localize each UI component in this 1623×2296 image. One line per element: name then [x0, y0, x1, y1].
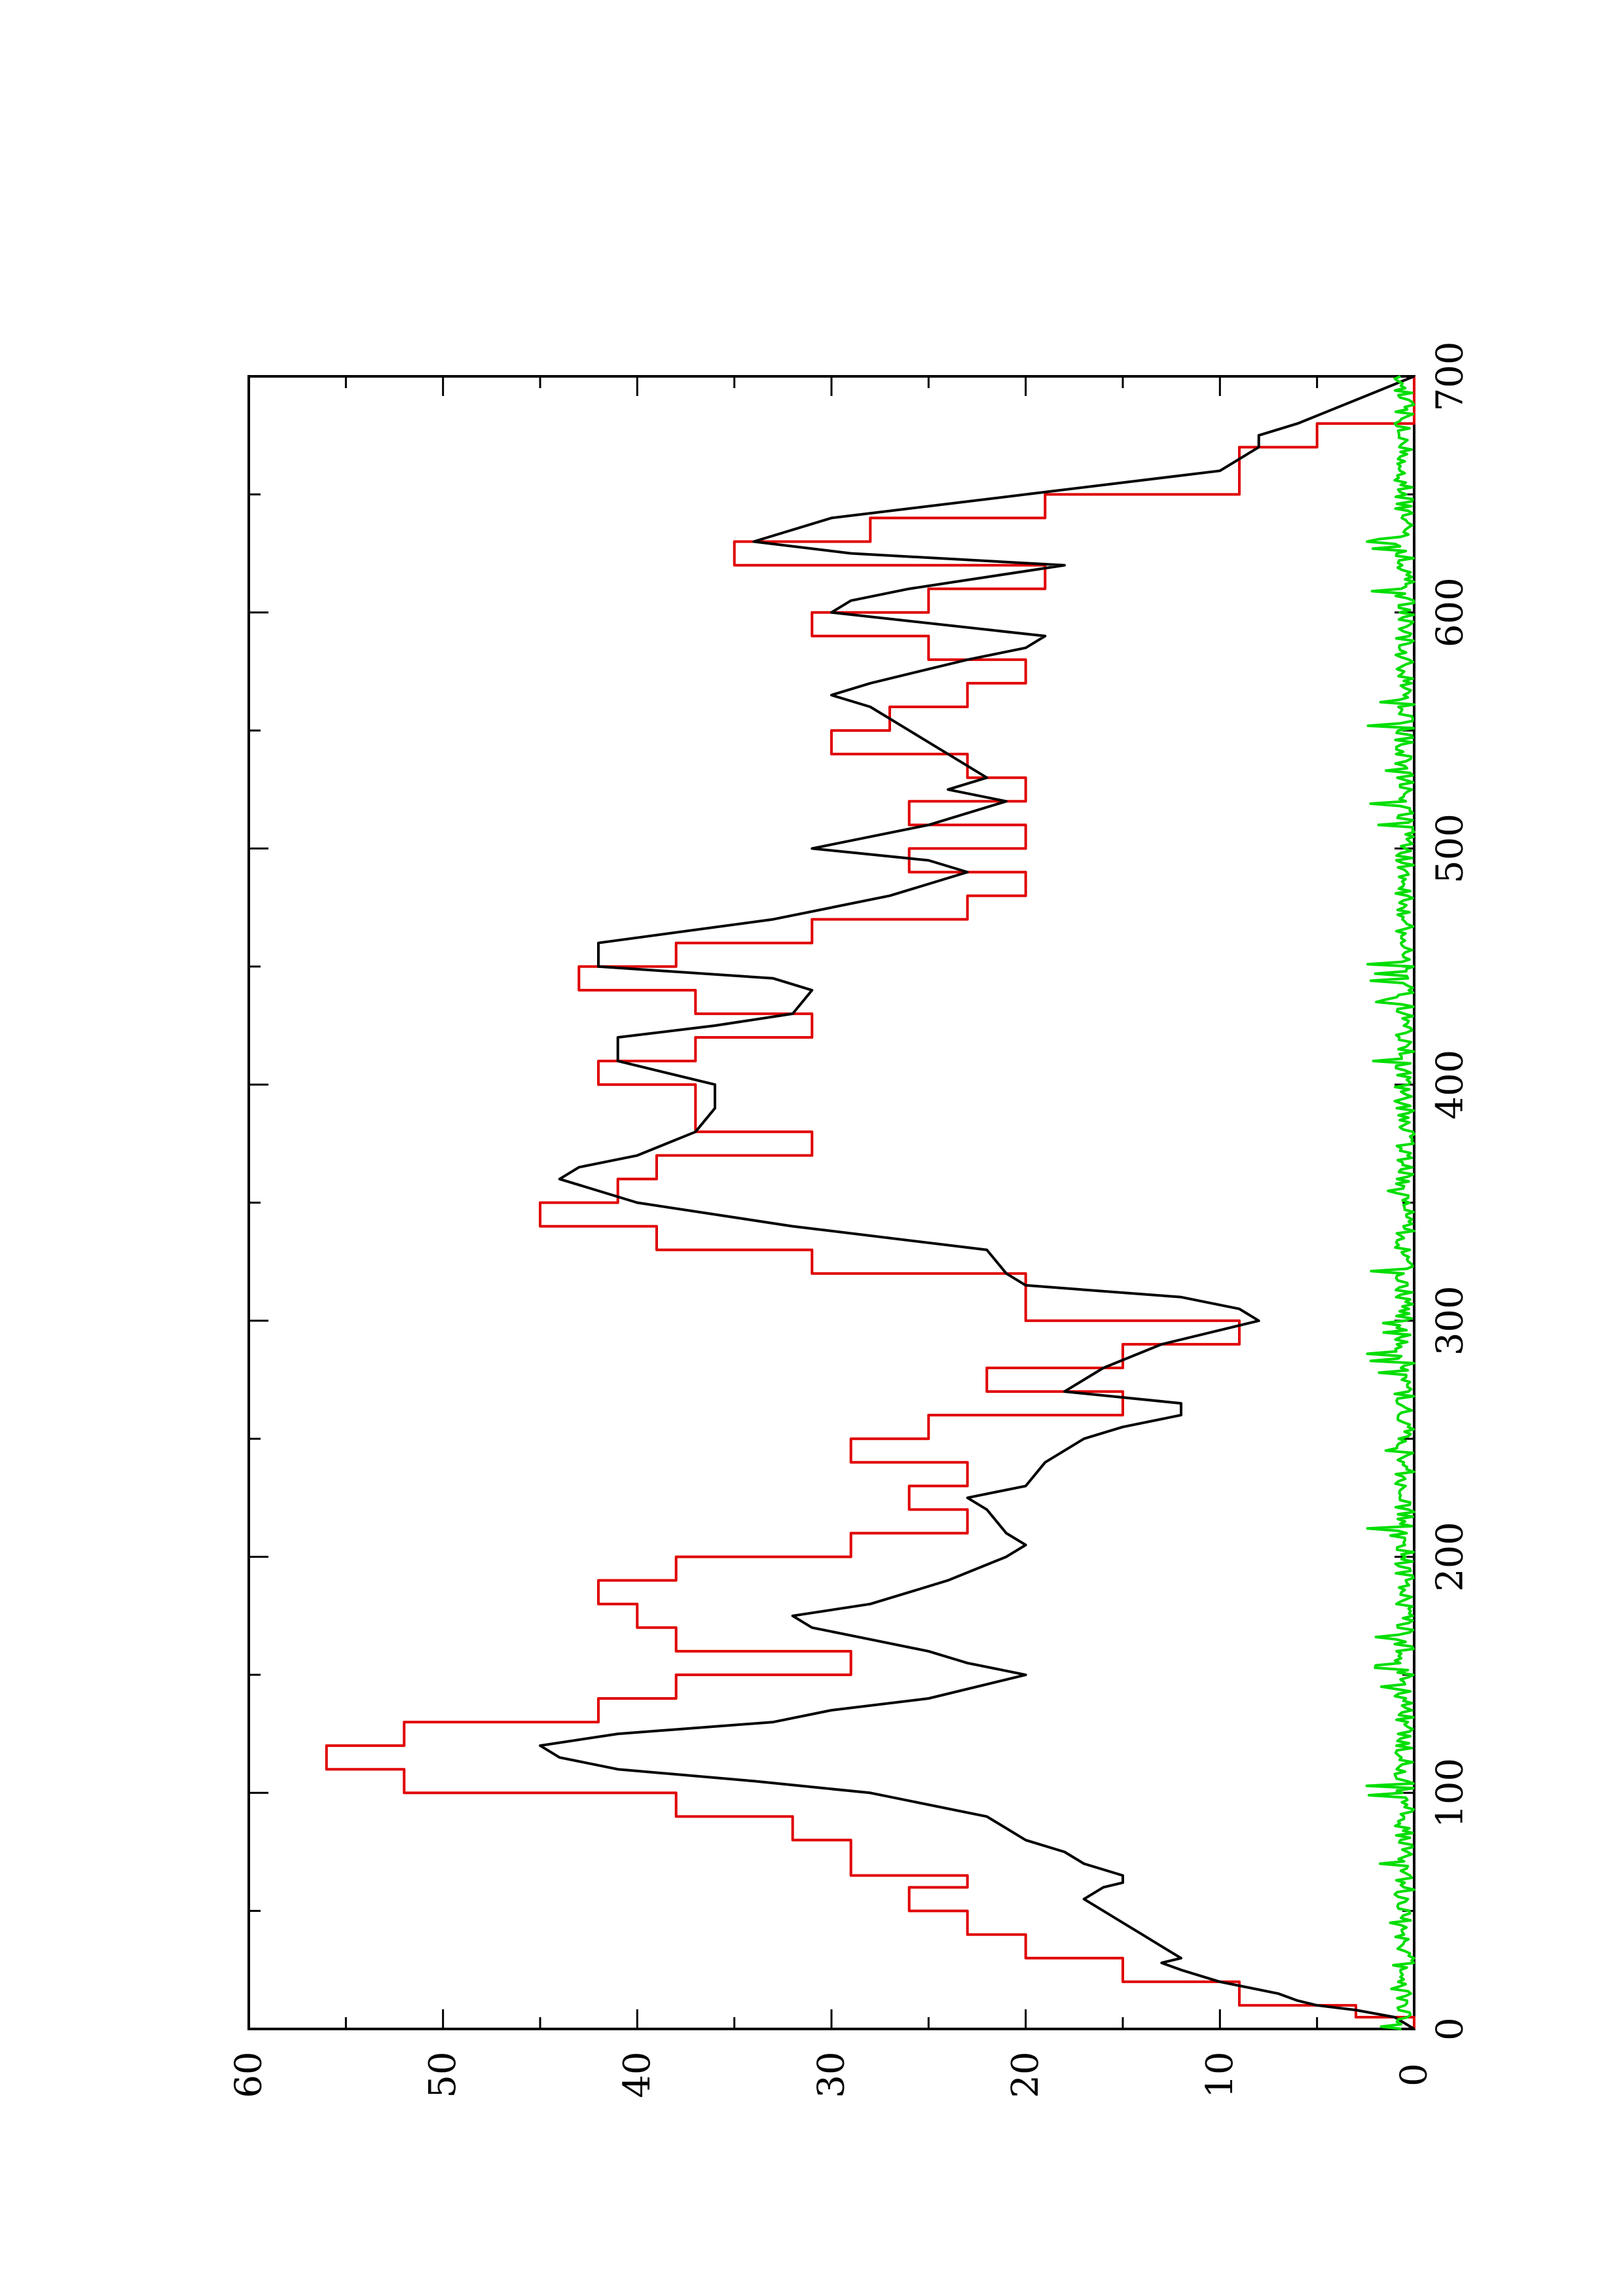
data-series [325, 375, 1415, 2030]
y-tick-label: 30 [811, 2051, 853, 2098]
y-tick-label: 60 [228, 2051, 270, 2098]
x-tick-label: 600 [1429, 577, 1472, 647]
series-line-1 [539, 375, 1415, 2030]
y-tick-label: 50 [422, 2051, 464, 2098]
x-tick-label: 0 [1429, 2017, 1472, 2041]
y-tick-label: 10 [1199, 2051, 1241, 2098]
y-tick-label: 40 [616, 2051, 659, 2098]
x-tick-label: 200 [1429, 1522, 1472, 1592]
x-tick-label: 100 [1429, 1758, 1472, 1828]
axis-tick-labels: 0 100 200 300 400 500 600 700 0 10 20 30 40 50 60 [228, 342, 1472, 2098]
axis-ticks [247, 375, 1415, 2030]
series-line-2 [1365, 375, 1415, 2030]
x-tick-label: 700 [1429, 342, 1472, 412]
x-tick-label: 400 [1429, 1050, 1472, 1120]
y-tick-label: 0 [1393, 2063, 1436, 2087]
x-tick-label: 300 [1429, 1285, 1472, 1355]
x-tick-label: 500 [1429, 814, 1472, 884]
plot-frame [247, 375, 1415, 2030]
series-line-0 [325, 376, 1415, 2029]
y-tick-label: 20 [1004, 2051, 1047, 2098]
